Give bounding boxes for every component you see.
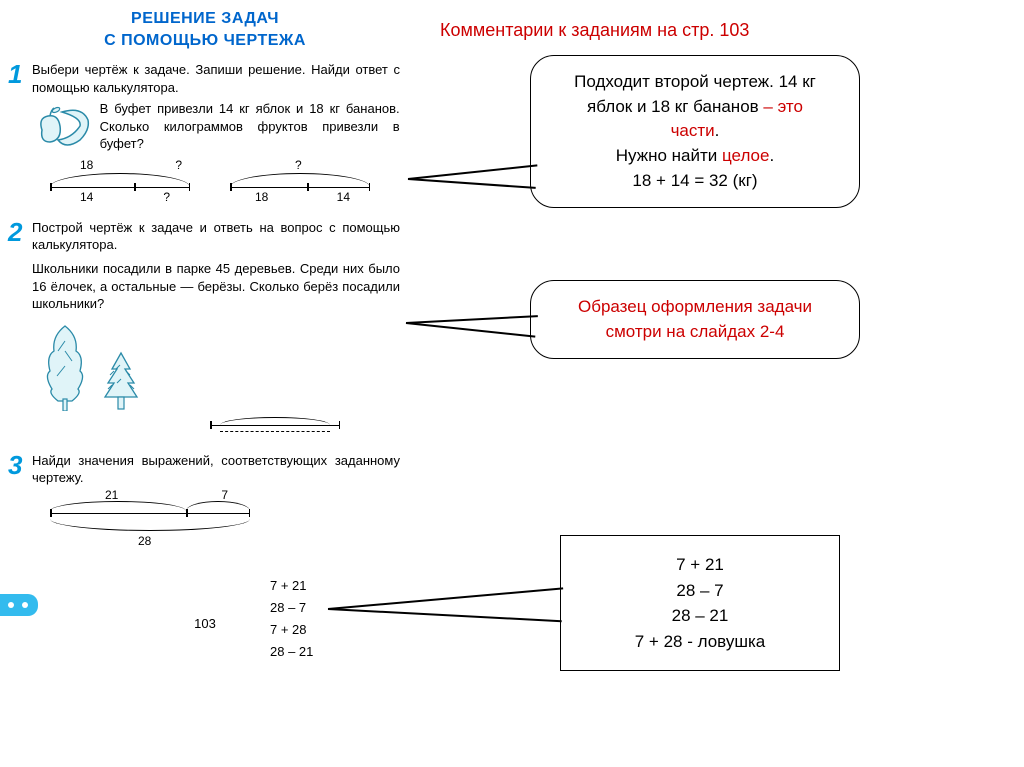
page-number: 103 bbox=[10, 615, 400, 633]
task-1: 1 Выбери чертёж к задаче. Запиши решение… bbox=[10, 61, 400, 201]
d3-a: 21 bbox=[105, 487, 118, 503]
book-title: РЕШЕНИЕ ЗАДАЧ С ПОМОЩЬЮ ЧЕРТЕЖА bbox=[10, 8, 400, 51]
title-line1: РЕШЕНИЕ ЗАДАЧ bbox=[10, 8, 400, 30]
comment-bubble-2: Образец оформления задачи смотри на слай… bbox=[530, 280, 860, 359]
d3-b: 7 bbox=[221, 487, 228, 503]
box3-l3: 28 – 21 bbox=[577, 603, 823, 629]
b2-l1: Образец оформления задачи bbox=[549, 295, 841, 320]
task-3: 3 Найди значения выражений, соответствую… bbox=[10, 452, 400, 553]
expr-2: 7 + 28 bbox=[270, 619, 313, 641]
d1-br: ? bbox=[163, 189, 170, 205]
b1-l5: 18 + 14 = 32 (кг) bbox=[549, 169, 841, 194]
expr-3: 28 – 21 bbox=[270, 641, 313, 663]
b1-l3: части. bbox=[549, 119, 841, 144]
b1-l2: яблок и 18 кг бананов – это bbox=[549, 95, 841, 120]
box3-l2: 28 – 7 bbox=[577, 578, 823, 604]
apple-banana-icon bbox=[32, 100, 92, 150]
task-2-blank-line bbox=[210, 425, 340, 426]
task-1-instruction: Выбери чертёж к задаче. Запиши решение. … bbox=[10, 61, 400, 96]
title-line2: С ПОМОЩЬЮ ЧЕРТЕЖА bbox=[10, 30, 400, 52]
bubble1-tail bbox=[408, 164, 537, 179]
d2-top: ? bbox=[295, 157, 302, 173]
d1-top: 18 bbox=[80, 157, 93, 173]
d2-bl: 18 bbox=[255, 189, 268, 205]
b1-l1: Подходит второй чертеж. 14 кг bbox=[549, 70, 841, 95]
birch-tree-icon bbox=[40, 321, 90, 411]
task-3-expressions: 7 + 21 28 – 7 7 + 28 28 – 21 bbox=[270, 575, 313, 663]
d3-total: 28 bbox=[138, 533, 151, 549]
task-2-number: 2 bbox=[8, 215, 22, 250]
box3-l1: 7 + 21 bbox=[577, 552, 823, 578]
task-1-number: 1 bbox=[8, 57, 22, 92]
trees-illustration bbox=[10, 321, 400, 411]
task-1-problem: В буфет привезли 14 кг яблок и 18 кг бан… bbox=[100, 100, 400, 153]
task-2-problem: Школьники посадили в парке 45 деревьев. … bbox=[10, 260, 400, 313]
task-3-number: 3 bbox=[8, 448, 22, 483]
bubble2-tail bbox=[406, 315, 538, 323]
expr-1: 28 – 7 bbox=[270, 597, 313, 619]
comment-box-3: 7 + 21 28 – 7 28 – 21 7 + 28 - ловушка bbox=[560, 535, 840, 671]
d1-qtop: ? bbox=[175, 157, 182, 173]
task-1-diagrams: 18 ? 14 ? ? 18 14 bbox=[10, 159, 400, 201]
commentary-title: Комментарии к заданиям на стр. 103 bbox=[440, 20, 749, 41]
page-tab-icon bbox=[0, 594, 38, 616]
b2-l2: смотри на слайдах 2-4 bbox=[549, 320, 841, 345]
task-2-instruction: Построй чертёж к задаче и ответь на вопр… bbox=[10, 219, 400, 254]
task-3-instruction: Найди значения выражений, соответствующи… bbox=[10, 452, 400, 487]
diagram-1a: 18 ? 14 ? bbox=[50, 159, 190, 201]
task-2: 2 Построй чертёж к задаче и ответь на во… bbox=[10, 219, 400, 426]
b1-l4: Нужно найти целое. bbox=[549, 144, 841, 169]
diagram-1b: ? 18 14 bbox=[230, 159, 370, 201]
task-3-diagram: 21 7 28 bbox=[50, 493, 250, 553]
comment-bubble-1: Подходит второй чертеж. 14 кг яблок и 18… bbox=[530, 55, 860, 208]
d1-bl: 14 bbox=[80, 189, 93, 205]
expr-0: 7 + 21 bbox=[270, 575, 313, 597]
d2-br: 14 bbox=[337, 189, 350, 205]
fir-tree-icon bbox=[100, 351, 142, 411]
textbook-page: РЕШЕНИЕ ЗАДАЧ С ПОМОЩЬЮ ЧЕРТЕЖА 1 Выбери… bbox=[0, 0, 410, 760]
box3-l4: 7 + 28 - ловушка bbox=[577, 629, 823, 655]
